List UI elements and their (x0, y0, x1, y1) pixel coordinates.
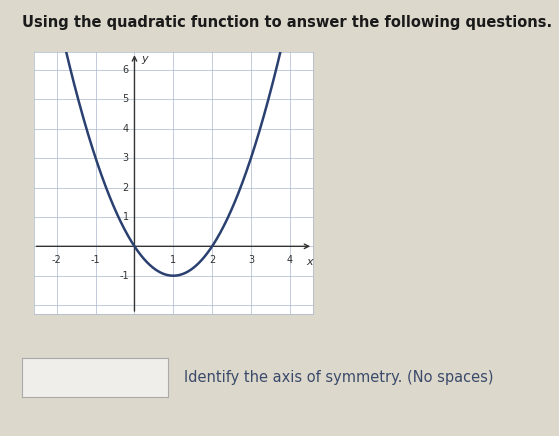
Text: 5: 5 (122, 94, 129, 104)
Text: 4: 4 (287, 255, 293, 265)
Text: x: x (306, 257, 312, 266)
Text: -2: -2 (52, 255, 61, 265)
Text: 3: 3 (122, 153, 129, 163)
Text: 2: 2 (122, 183, 129, 193)
Text: 1: 1 (122, 212, 129, 222)
Text: 3: 3 (248, 255, 254, 265)
Text: -1: -1 (91, 255, 101, 265)
Text: -1: -1 (119, 271, 129, 281)
Text: y: y (141, 54, 148, 64)
Text: 6: 6 (122, 65, 129, 75)
Text: 2: 2 (209, 255, 215, 265)
Text: Identify the axis of symmetry. (No spaces): Identify the axis of symmetry. (No space… (184, 370, 494, 385)
Text: 1: 1 (170, 255, 176, 265)
Text: 4: 4 (122, 124, 129, 134)
Text: Using the quadratic function to answer the following questions.: Using the quadratic function to answer t… (22, 15, 552, 30)
